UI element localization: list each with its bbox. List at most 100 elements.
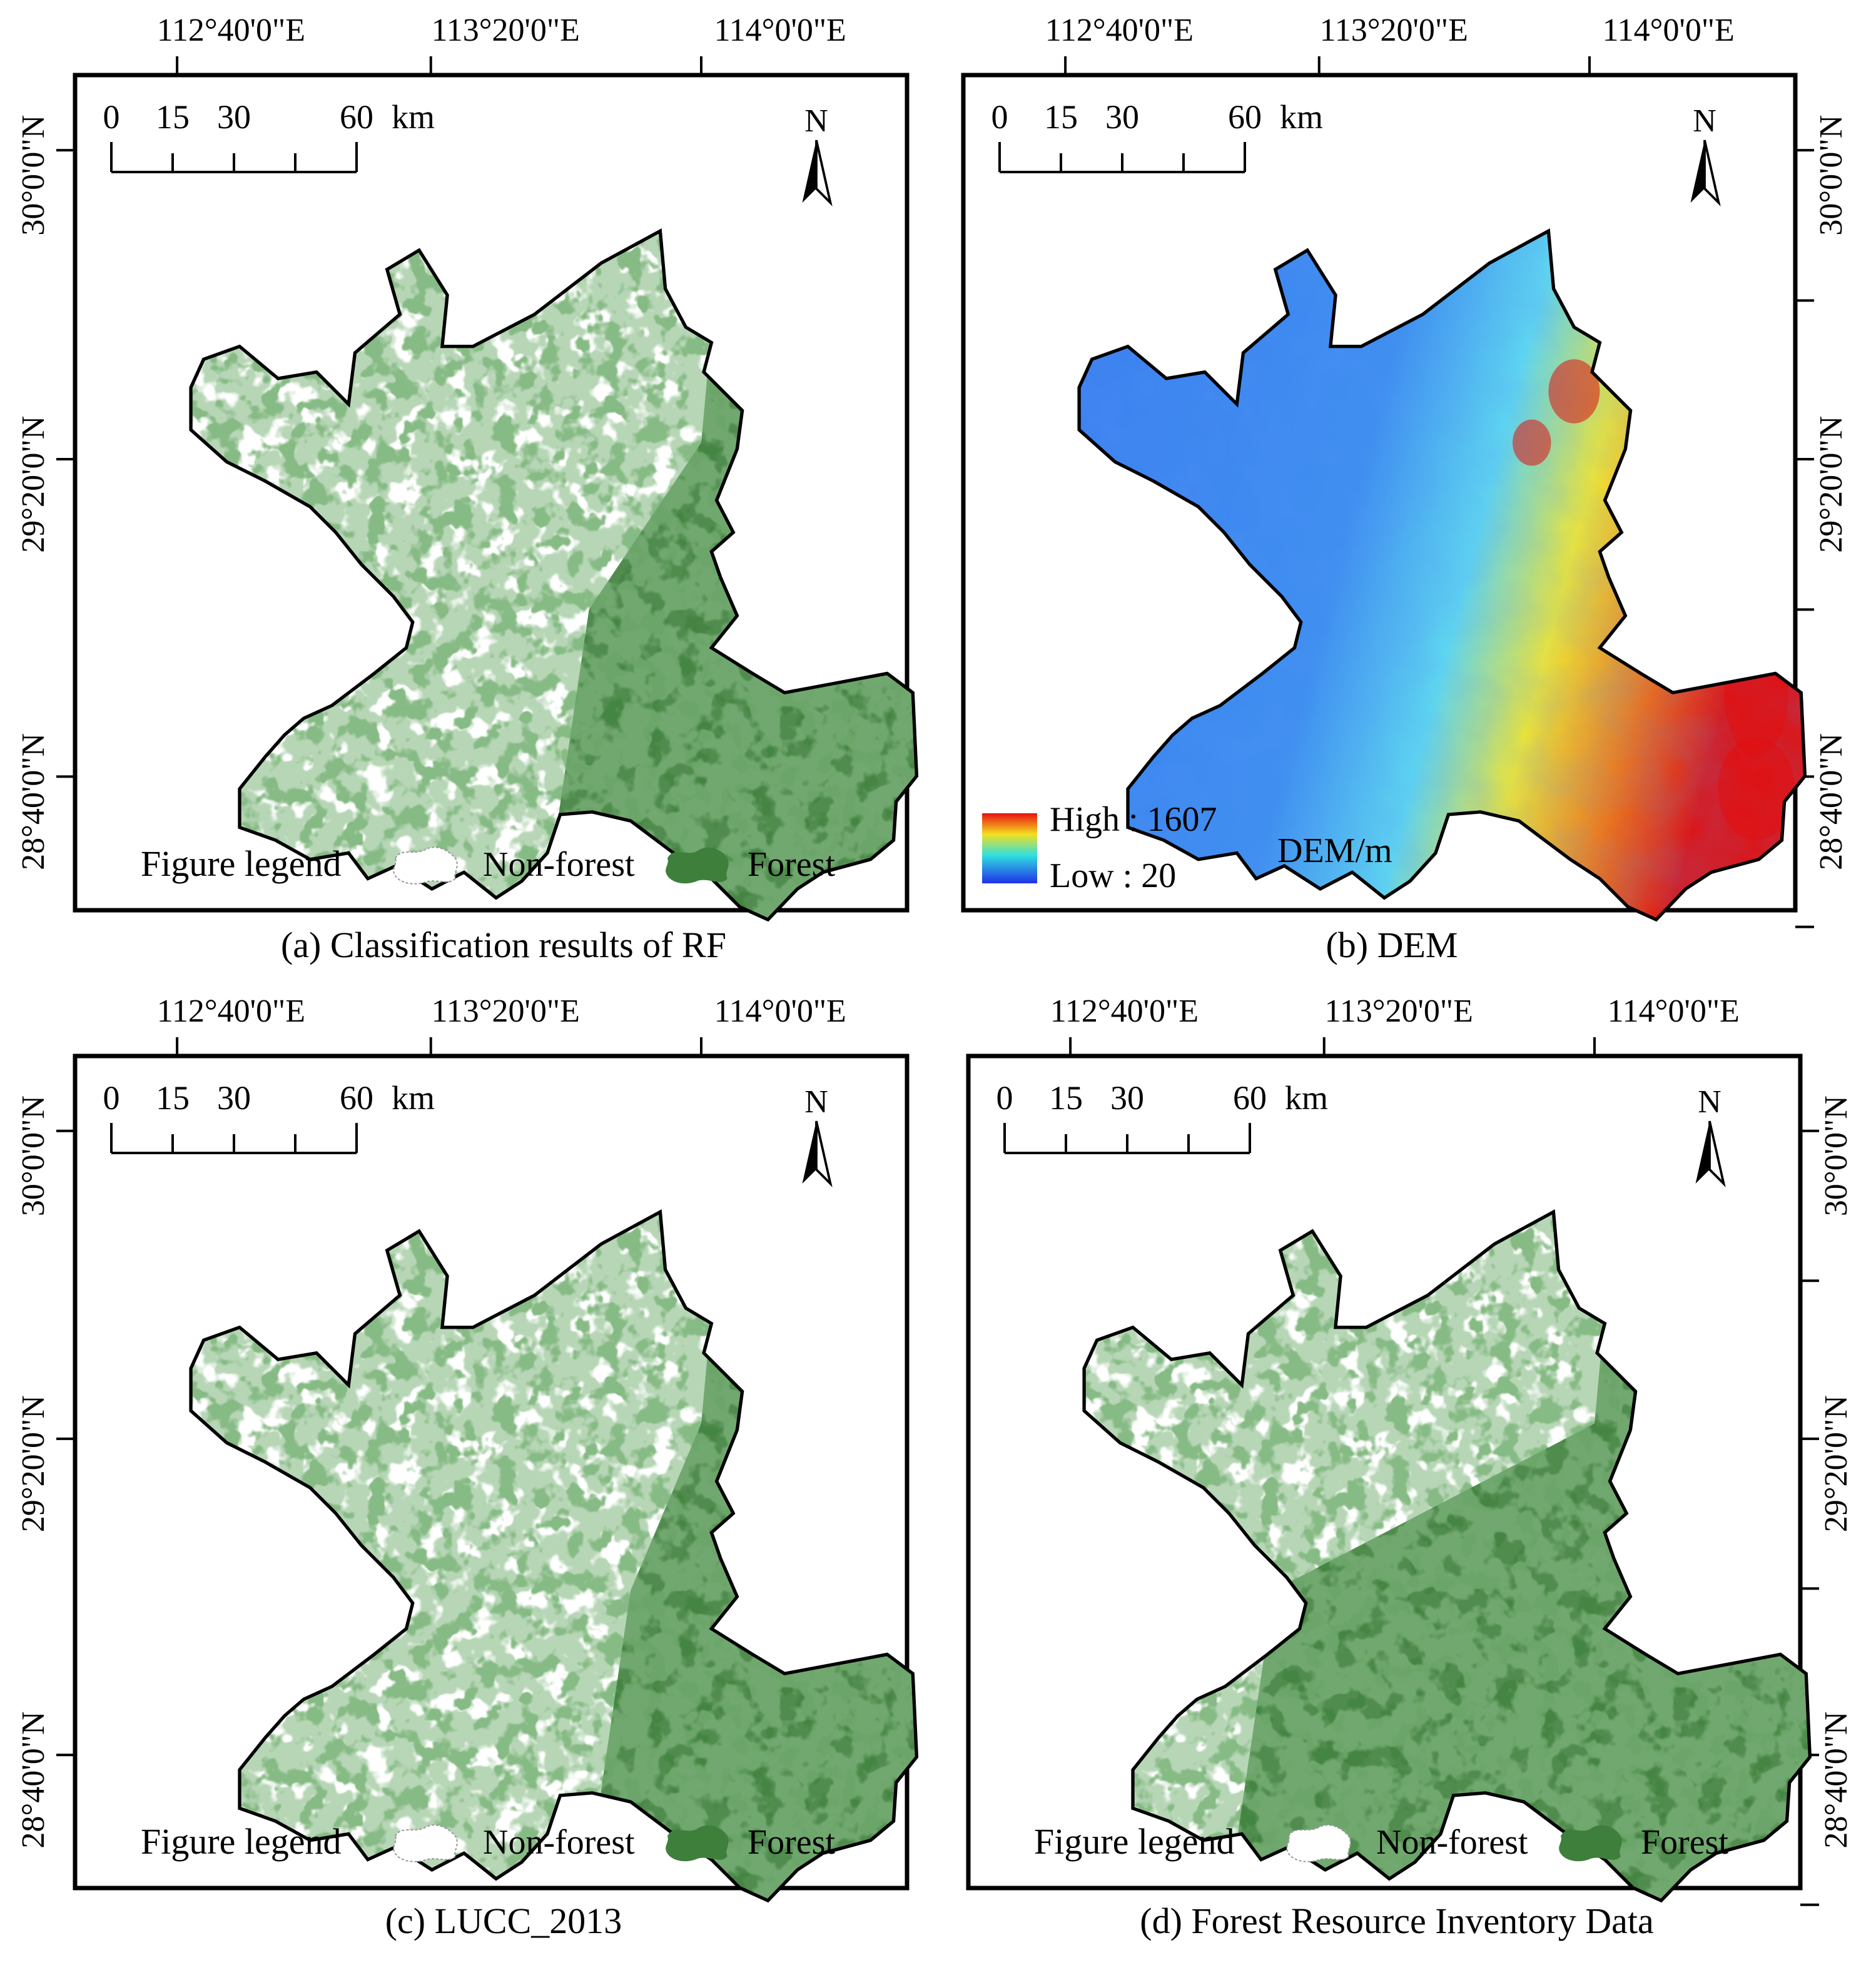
scale-bar-label: 60 bbox=[1233, 1079, 1267, 1117]
longitude-axis: 112°40'0"E 113°20'0"E 114°0'0"E bbox=[1045, 13, 1735, 75]
longitude-label: 113°20'0"E bbox=[1320, 13, 1468, 48]
north-arrow-label: N bbox=[1698, 1084, 1721, 1120]
scale-bar-label: 30 bbox=[217, 98, 251, 136]
longitude-axis: 112°40'0"E 113°20'0"E 114°0'0"E bbox=[157, 993, 846, 1056]
north-arrow-icon: N bbox=[801, 1084, 832, 1185]
panel-caption: (b) DEM bbox=[1326, 925, 1458, 965]
dem-high-zone bbox=[1513, 419, 1551, 466]
latitude-label: 30°0'0"N bbox=[16, 1095, 51, 1216]
non-forest-swatch bbox=[1286, 1824, 1351, 1862]
north-arrow-icon: N bbox=[1689, 103, 1720, 204]
legend-title: Figure legend bbox=[141, 843, 342, 884]
map-panel-d: 112°40'0"E 113°20'0"E 114°0'0"E 30°0'0"N 29°… bbox=[966, 993, 1854, 1941]
scale-bar-label: 0 bbox=[996, 1079, 1013, 1117]
latitude-axis: 30°0'0"N 29°20'0"N 28°40'0"N bbox=[1795, 115, 1849, 928]
scale-bar-label: 15 bbox=[156, 98, 190, 136]
non-forest-swatch bbox=[393, 1824, 458, 1862]
longitude-axis: 112°40'0"E 113°20'0"E 114°0'0"E bbox=[157, 13, 846, 75]
longitude-label: 112°40'0"E bbox=[1050, 993, 1199, 1029]
latitude-label: 29°20'0"N bbox=[1813, 416, 1849, 553]
scale-bar-label: 60 bbox=[1228, 98, 1262, 136]
legend-title: Figure legend bbox=[141, 1821, 342, 1862]
forest-swatch bbox=[666, 1825, 729, 1862]
non-forest-label: Non-forest bbox=[483, 1823, 635, 1862]
longitude-label: 112°40'0"E bbox=[157, 993, 305, 1029]
latitude-axis: 30°0'0"N 29°20'0"N 28°40'0"N bbox=[16, 115, 75, 870]
forest-legend: Figure legend Non-forest Forest bbox=[1034, 1821, 1728, 1862]
scale-bar-label: 0 bbox=[103, 1079, 120, 1117]
scale-bar-unit: km bbox=[392, 98, 435, 136]
map-panel-a: 112°40'0"E 113°20'0"E 114°0'0"E 30°0'0"N 29°… bbox=[16, 13, 945, 965]
dem-unit-label: DEM/m bbox=[1277, 831, 1392, 870]
forest-swatch bbox=[666, 847, 729, 884]
longitude-label: 114°0'0"E bbox=[714, 993, 846, 1029]
scale-bar-label: 0 bbox=[991, 98, 1008, 136]
latitude-label: 28°40'0"N bbox=[16, 1712, 51, 1849]
panel-caption: (d) Forest Resource Inventory Data bbox=[1140, 1901, 1653, 1941]
latitude-label: 28°40'0"N bbox=[16, 733, 51, 870]
scale-bar-label: 30 bbox=[1105, 98, 1139, 136]
scale-bar: 0 15 30 60 km bbox=[103, 98, 435, 173]
longitude-label: 114°0'0"E bbox=[1603, 13, 1735, 48]
forest-label: Forest bbox=[748, 1823, 835, 1862]
scale-bar-unit: km bbox=[392, 1079, 435, 1117]
scale-bar: 0 15 30 60 km bbox=[103, 1079, 435, 1154]
scale-bar-label: 60 bbox=[340, 1079, 373, 1117]
scale-bar-label: 60 bbox=[340, 98, 373, 136]
legend-title: Figure legend bbox=[1034, 1821, 1235, 1862]
latitude-label: 29°20'0"N bbox=[1818, 1395, 1854, 1532]
latitude-axis: 30°0'0"N 29°20'0"N 28°40'0"N bbox=[1800, 1095, 1854, 1906]
scale-bar-label: 15 bbox=[156, 1079, 190, 1117]
scale-bar: 0 15 30 60 km bbox=[996, 1079, 1328, 1154]
longitude-label: 113°20'0"E bbox=[432, 993, 580, 1029]
latitude-label: 28°40'0"N bbox=[1818, 1712, 1854, 1849]
scale-bar: 0 15 30 60 km bbox=[991, 98, 1323, 173]
latitude-axis: 30°0'0"N 29°20'0"N 28°40'0"N bbox=[16, 1095, 75, 1849]
longitude-label: 114°0'0"E bbox=[1608, 993, 1740, 1029]
latitude-label: 29°20'0"N bbox=[16, 416, 51, 553]
dem-high-zone bbox=[1718, 738, 1795, 840]
longitude-label: 113°20'0"E bbox=[1325, 993, 1473, 1029]
scale-bar-label: 0 bbox=[103, 98, 120, 136]
non-forest-label: Non-forest bbox=[483, 845, 635, 884]
north-arrow-icon: N bbox=[801, 103, 832, 204]
forest-legend: Figure legend Non-forest Forest bbox=[141, 1821, 835, 1862]
dem-high-label: High : 1607 bbox=[1050, 800, 1217, 839]
latitude-label: 28°40'0"N bbox=[1813, 733, 1849, 870]
scale-bar-label: 15 bbox=[1049, 1079, 1083, 1117]
longitude-label: 112°40'0"E bbox=[157, 13, 305, 48]
dem-color-ramp bbox=[982, 813, 1037, 883]
latitude-label: 30°0'0"N bbox=[1813, 115, 1849, 236]
scale-bar-label: 15 bbox=[1044, 98, 1078, 136]
dem-low-label: Low : 20 bbox=[1050, 856, 1176, 895]
longitude-axis: 112°40'0"E 113°20'0"E 114°0'0"E bbox=[1050, 993, 1740, 1056]
panels-container: 112°40'0"E 113°20'0"E 114°0'0"E 30°0'0"N 29°… bbox=[16, 13, 1854, 1941]
longitude-label: 113°20'0"E bbox=[432, 13, 580, 48]
scale-bar-label: 30 bbox=[217, 1079, 251, 1117]
north-arrow-label: N bbox=[804, 1084, 828, 1120]
north-arrow-icon: N bbox=[1694, 1084, 1725, 1185]
north-arrow-label: N bbox=[804, 103, 828, 139]
dem-high-zone bbox=[1548, 359, 1600, 424]
latitude-label: 29°20'0"N bbox=[16, 1395, 51, 1532]
latitude-label: 30°0'0"N bbox=[1818, 1095, 1854, 1216]
forest-swatch bbox=[1559, 1825, 1622, 1862]
scale-bar-unit: km bbox=[1280, 98, 1323, 136]
panel-caption: (c) LUCC_2013 bbox=[385, 1901, 622, 1941]
longitude-label: 114°0'0"E bbox=[714, 13, 846, 48]
forest-legend: Figure legend Non-forest Forest bbox=[141, 843, 835, 885]
non-forest-label: Non-forest bbox=[1376, 1823, 1528, 1862]
non-forest-swatch bbox=[393, 846, 458, 885]
dem-legend: High : 1607 Low : 20 DEM/m bbox=[982, 800, 1392, 895]
scale-bar-label: 30 bbox=[1110, 1079, 1144, 1117]
scale-bar-unit: km bbox=[1285, 1079, 1328, 1117]
forest-label: Forest bbox=[1641, 1823, 1728, 1862]
north-arrow-label: N bbox=[1693, 103, 1716, 139]
panel-caption: (a) Classification results of RF bbox=[281, 925, 726, 965]
longitude-label: 112°40'0"E bbox=[1045, 13, 1194, 48]
map-panel-c: 112°40'0"E 113°20'0"E 114°0'0"E 30°0'0"N 29°… bbox=[16, 993, 945, 1941]
latitude-label: 30°0'0"N bbox=[16, 115, 51, 236]
map-panel-b: 112°40'0"E 113°20'0"E 114°0'0"E 30°0'0"N 29°… bbox=[961, 13, 1849, 965]
forest-label: Forest bbox=[748, 845, 835, 884]
